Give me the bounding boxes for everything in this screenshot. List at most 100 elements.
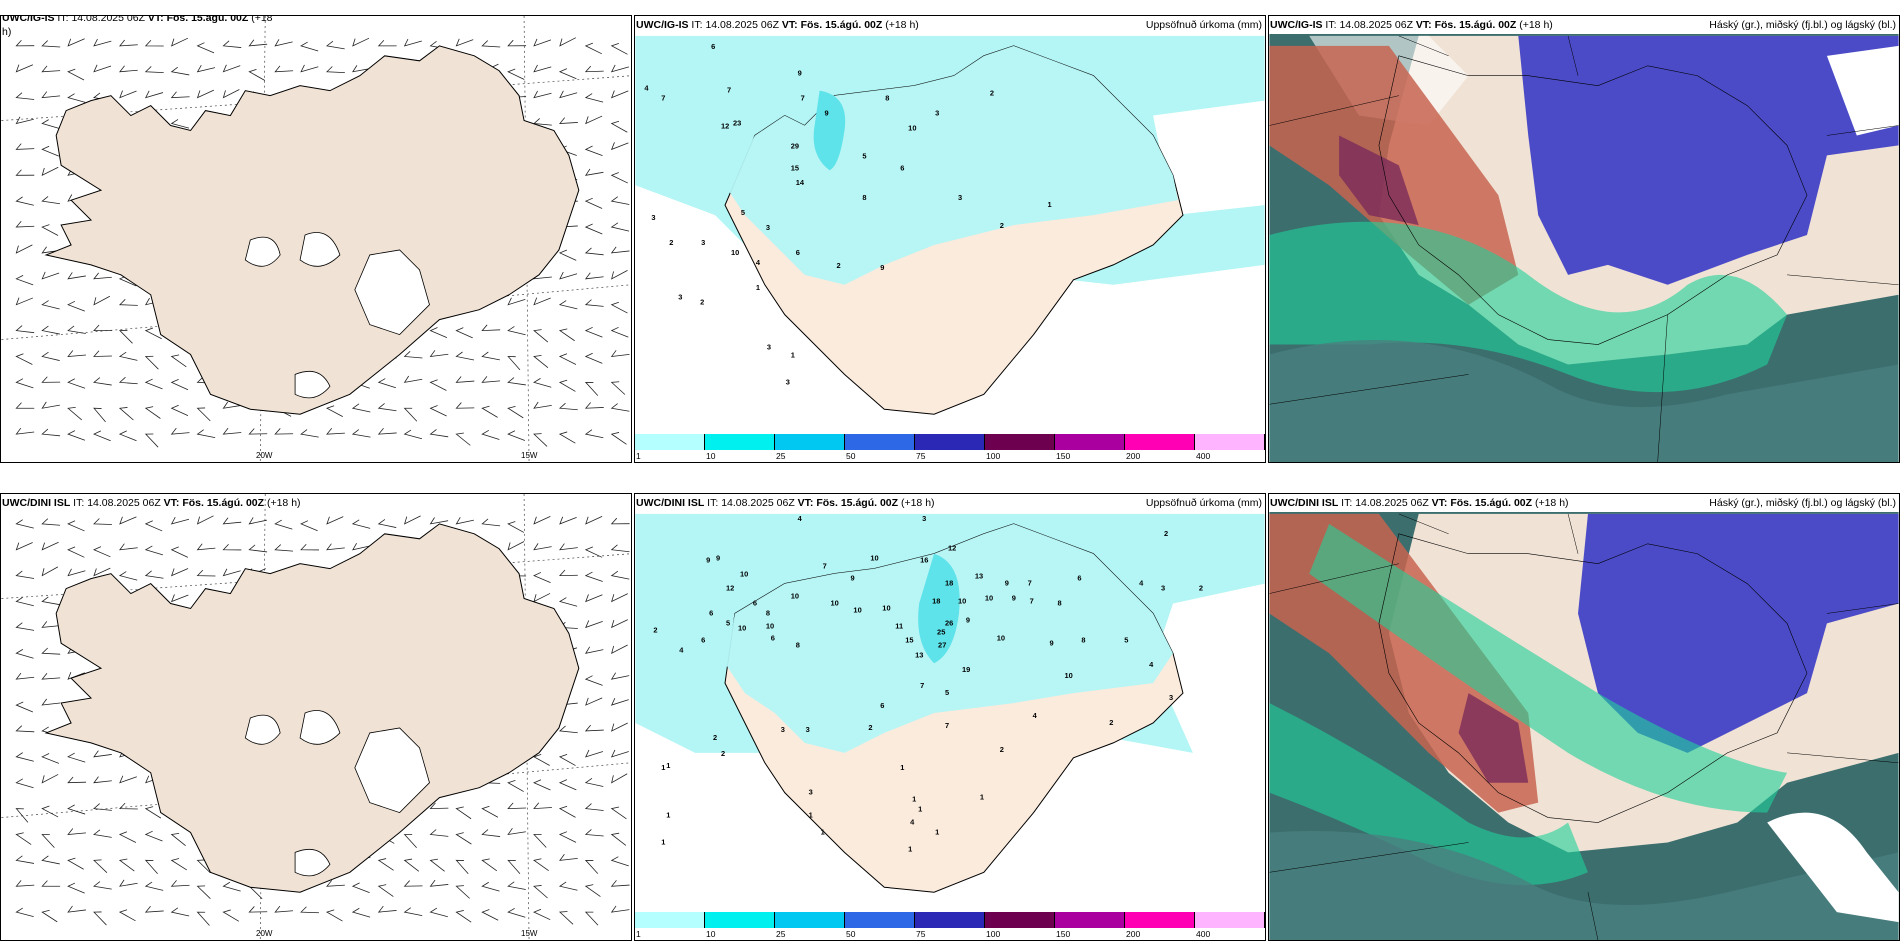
wind-barb — [248, 39, 268, 47]
cloud-panel-top: UWC/IG-IS IT: 14.08.2025 06Z VT: Fös. 15… — [1268, 15, 1900, 463]
wind-barb — [196, 885, 211, 899]
wind-barb — [507, 405, 524, 419]
wind-barb — [351, 519, 371, 529]
precip-value-label: 9 — [1012, 594, 1016, 603]
wind-barb — [93, 518, 112, 525]
precip-value-label: 2 — [990, 89, 994, 98]
wind-barb — [584, 546, 603, 558]
precip-value-label: 1 — [661, 763, 665, 772]
wind-barb — [533, 908, 551, 921]
wind-barb — [41, 325, 60, 335]
precip-value-label: 5 — [726, 618, 730, 627]
precip-value-label: 8 — [885, 94, 889, 103]
precip-value-label: 14 — [796, 178, 805, 187]
precip-value-label: 4 — [1139, 579, 1144, 588]
wind-barb — [455, 910, 472, 923]
wind-barb — [610, 172, 628, 184]
wind-barb — [41, 351, 60, 361]
wind-barb — [533, 885, 548, 899]
colorbar-swatch — [705, 434, 775, 450]
wind-barb — [93, 911, 107, 926]
wind-barb — [170, 91, 190, 99]
wind-barb — [584, 247, 604, 256]
wind-barb — [351, 429, 371, 438]
precip-map-top: 2657368476712232915149798103256832134162… — [635, 33, 1265, 433]
cloud-header-bottom: UWC/DINI ISL IT: 14.08.2025 06Z VT: Fös.… — [1269, 494, 1899, 512]
wind-barb — [455, 38, 474, 47]
wind-barb — [455, 832, 472, 845]
precip-value-label: 4 — [1149, 660, 1154, 669]
precip-value-label: 2 — [721, 749, 725, 758]
colorbar-tick-label: 50 — [846, 929, 856, 939]
wind-barb — [15, 701, 34, 713]
wind-barb — [118, 831, 137, 843]
wind-barb — [67, 752, 86, 763]
wind-barb — [196, 64, 216, 73]
precip-value-label: 3 — [786, 377, 790, 386]
wind-barb — [67, 568, 86, 577]
wind-barb — [455, 859, 469, 875]
glaciers — [244, 232, 430, 399]
wind-barb — [377, 403, 397, 412]
wind-barb — [558, 779, 577, 791]
wind-barb — [533, 593, 551, 603]
wind-barb — [144, 830, 163, 842]
wind-barb — [15, 221, 35, 228]
wind-barb — [429, 327, 448, 339]
wind-barb — [585, 115, 603, 125]
wind-barb — [584, 859, 599, 874]
wind-barb — [507, 881, 526, 890]
wind-barb — [196, 42, 215, 54]
wind-barb — [429, 429, 449, 438]
wind-barb — [15, 907, 34, 917]
precip-value-label: 1 — [912, 795, 916, 804]
wind-barb — [610, 90, 629, 99]
precip-value-label: 26 — [945, 618, 953, 627]
wind-barb — [610, 326, 629, 338]
wind-barb — [170, 37, 189, 47]
wind-barb — [559, 854, 578, 861]
precip-value-label: 1 — [980, 793, 984, 802]
wind-barb — [170, 858, 187, 871]
wind-barb — [248, 544, 268, 553]
wind-barb — [41, 166, 59, 177]
precip-value-label: 3 — [1169, 693, 1173, 702]
precip-value-label: 16 — [920, 556, 928, 565]
precip-value-label: 3 — [767, 343, 771, 352]
wind-barb — [326, 428, 345, 435]
precip-value-label: 3 — [809, 788, 813, 797]
wind-barb — [429, 858, 445, 872]
wind-barb — [144, 90, 164, 99]
precip-value-label: 7 — [920, 681, 924, 690]
wind-barb — [533, 329, 549, 343]
precip-value-label: 10 — [997, 633, 1005, 642]
wind-barb — [584, 884, 601, 897]
wind-barb — [274, 428, 294, 435]
wind-barb — [248, 517, 267, 525]
precip-value-label: 1 — [918, 805, 922, 814]
wind-barb — [558, 379, 576, 392]
colorbar-tick-label: 1 — [636, 929, 641, 939]
wind-barb — [196, 429, 216, 439]
wind-barb — [377, 40, 397, 47]
wind-barb — [41, 596, 60, 606]
wind-barb — [610, 806, 627, 820]
wind-barb — [585, 749, 604, 758]
wind-barb — [559, 516, 577, 525]
wind-barb — [533, 90, 552, 99]
wind-barb — [93, 350, 112, 357]
wind-barb — [558, 431, 576, 444]
wind-barb — [584, 93, 604, 103]
precip-header-top: UWC/IG-IS IT: 14.08.2025 06Z VT: Fös. 15… — [636, 19, 1262, 31]
wind-barb — [222, 517, 242, 525]
colorbar-tick-label: 150 — [1056, 929, 1071, 939]
wind-barb — [610, 832, 627, 846]
wind-barb — [222, 64, 241, 73]
wind-barb — [533, 572, 551, 583]
precip-value-label: 7 — [945, 721, 949, 730]
wind-barb — [144, 327, 162, 340]
wind-barb — [93, 546, 111, 558]
precip-value-label: 12 — [721, 121, 729, 130]
wind-barb — [610, 856, 629, 867]
wind-barb — [610, 196, 630, 205]
